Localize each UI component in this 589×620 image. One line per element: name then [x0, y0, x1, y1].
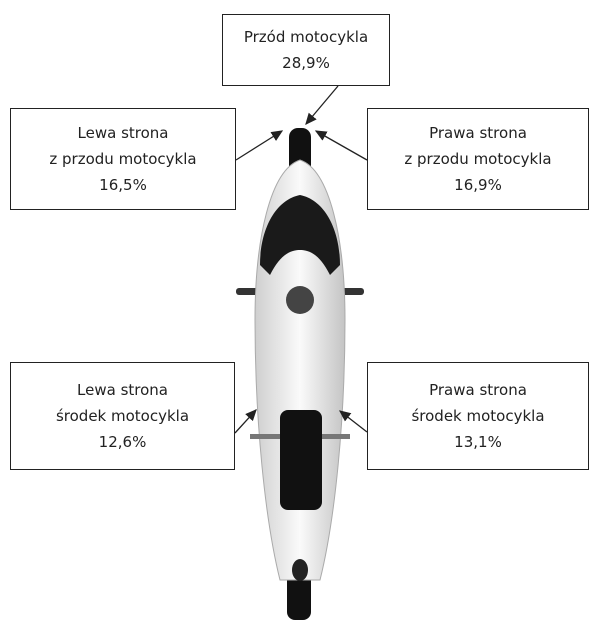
arrow	[316, 131, 367, 160]
arrow	[306, 86, 338, 124]
label-text: środek motocykla	[56, 403, 189, 429]
label-text: Przód motocykla	[244, 24, 368, 50]
label-text: Lewa strona	[78, 120, 169, 146]
label-text: środek motocykla	[411, 403, 544, 429]
label-text: z przodu motocykla	[49, 146, 196, 172]
label-value: 13,1%	[454, 429, 502, 455]
label-text: Prawa strona	[429, 377, 527, 403]
label-text: Lewa strona	[77, 377, 168, 403]
arrow	[236, 131, 282, 160]
gauge	[286, 286, 314, 314]
label-value: 16,5%	[99, 172, 147, 198]
label-text: z przodu motocykla	[404, 146, 551, 172]
label-text: Prawa strona	[429, 120, 527, 146]
label-value: 16,9%	[454, 172, 502, 198]
arrow	[235, 410, 256, 433]
motorcycle-illustration	[0, 0, 589, 620]
label-value: 28,9%	[282, 50, 330, 76]
seat	[280, 410, 322, 510]
arrow	[340, 411, 367, 432]
page: {"boxes": [ {"lines": ["Przód motocykla"…	[0, 0, 589, 620]
label-value: 12,6%	[99, 429, 147, 455]
tail-light	[292, 559, 308, 581]
